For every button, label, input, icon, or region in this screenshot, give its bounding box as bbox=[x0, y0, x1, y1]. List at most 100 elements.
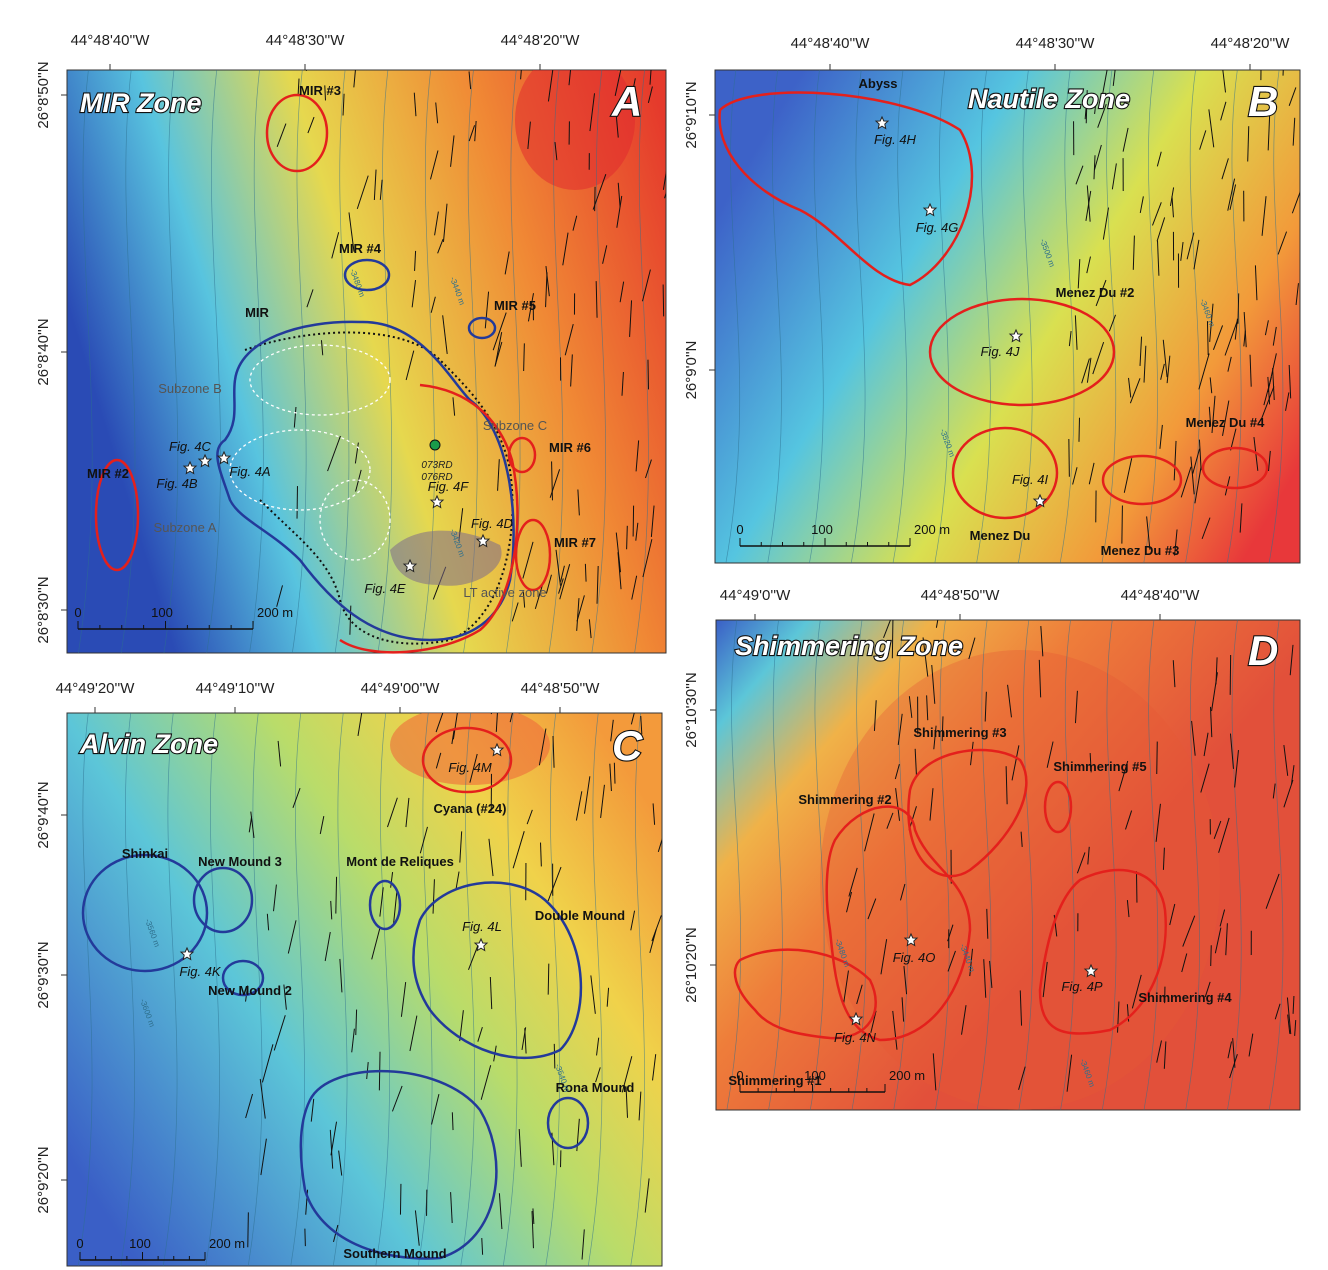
fault bbox=[663, 285, 664, 317]
latitude-label: 26°10'20''N bbox=[683, 927, 700, 1002]
latitude-label: 26°9'30''N bbox=[35, 941, 52, 1008]
note-label: Subzone B bbox=[158, 381, 222, 396]
feature-label: Menez Du #3 bbox=[1101, 543, 1180, 558]
feature-label: Shimmering #4 bbox=[1138, 990, 1232, 1005]
zone-title: MIR Zone bbox=[80, 88, 202, 118]
figure-label: Fig. 4O bbox=[893, 950, 936, 965]
feature-label: Cyana (#24) bbox=[434, 801, 507, 816]
latitude-label: 26°8'30''N bbox=[35, 576, 52, 643]
feature-label: Abyss bbox=[858, 76, 897, 91]
figure-label: Fig. 4C bbox=[169, 439, 212, 454]
fault bbox=[627, 526, 628, 549]
figure: MIR Zone A 44°48'40''W 44°48'30''W 44°48'20'… bbox=[0, 0, 1328, 1270]
scale-label: 100 bbox=[804, 1068, 826, 1083]
feature-label: Menez Du #2 bbox=[1056, 285, 1135, 300]
longitude-label: 44°49'20''W bbox=[56, 680, 136, 697]
figure-label: Fig. 4M bbox=[448, 760, 492, 775]
fault bbox=[452, 1112, 453, 1130]
latitude-label: 26°9'0''N bbox=[683, 341, 700, 400]
fault bbox=[1069, 439, 1070, 477]
scale-label: 100 bbox=[151, 605, 173, 620]
feature-label: Shimmering #2 bbox=[798, 792, 891, 807]
longitude-label: 44°48'50''W bbox=[921, 587, 1001, 604]
zone-title: Alvin Zone bbox=[79, 729, 218, 759]
latitude-label: 26°8'40''N bbox=[35, 318, 52, 385]
panel-letter: C bbox=[612, 722, 643, 769]
fault bbox=[1122, 506, 1123, 544]
latitude-label: 26°9'40''N bbox=[35, 781, 52, 848]
note-label: Subzone C bbox=[483, 418, 547, 433]
feature-label: MIR #3 bbox=[299, 83, 341, 98]
site-marker bbox=[430, 440, 440, 450]
figure-label: Fig. 4L bbox=[462, 919, 502, 934]
scale-label: 100 bbox=[811, 522, 833, 537]
scale-label: 200 m bbox=[914, 522, 950, 537]
figure-label: Fig. 4G bbox=[916, 220, 959, 235]
feature-label: Menez Du bbox=[970, 528, 1031, 543]
scale-label: 0 bbox=[736, 1068, 743, 1083]
scale-label: 200 m bbox=[209, 1236, 245, 1251]
fault bbox=[548, 964, 549, 995]
figure-label: Fig. 4K bbox=[179, 964, 222, 979]
longitude-label: 44°48'30''W bbox=[1016, 35, 1096, 52]
scale-label: 100 bbox=[129, 1236, 151, 1251]
fault bbox=[491, 690, 495, 715]
latitude-label: 26°8'50''N bbox=[35, 61, 52, 128]
fault bbox=[585, 564, 586, 582]
feature-label: Mont de Reliques bbox=[346, 854, 454, 869]
scale-label: 0 bbox=[76, 1236, 83, 1251]
figure-label: Fig. 4D bbox=[471, 516, 513, 531]
feature-label: MIR #5 bbox=[494, 298, 536, 313]
scale-label: 0 bbox=[74, 605, 81, 620]
figure-label: Fig. 4F bbox=[428, 479, 470, 494]
feature-label: Menez Du #4 bbox=[1186, 415, 1266, 430]
scale-label: 200 m bbox=[257, 605, 293, 620]
latitude-label: 26°9'20''N bbox=[35, 1146, 52, 1213]
note-label: 073RD bbox=[421, 460, 452, 471]
scale-label: 0 bbox=[736, 522, 743, 537]
longitude-label: 44°48'20''W bbox=[501, 32, 581, 49]
feature-label: MIR bbox=[245, 305, 269, 320]
panel-letter: B bbox=[1248, 78, 1278, 125]
figure-label: Fig. 4A bbox=[229, 464, 270, 479]
longitude-label: 44°48'50''W bbox=[521, 680, 601, 697]
figure-label: Fig. 4N bbox=[834, 1030, 877, 1045]
feature-label: Double Mound bbox=[535, 908, 625, 923]
longitude-label: 44°49'10''W bbox=[196, 680, 276, 697]
figure-label: Fig. 4E bbox=[364, 581, 406, 596]
figure-label: Fig. 4J bbox=[980, 344, 1020, 359]
feature-label: MIR #4 bbox=[339, 241, 382, 256]
longitude-label: 44°49'0''W bbox=[720, 587, 791, 604]
feature-label: MIR #7 bbox=[554, 535, 596, 550]
note-label: LT active zone bbox=[463, 585, 546, 600]
feature-label: Shimmering #3 bbox=[913, 725, 1006, 740]
latitude-label: 26°10'30''N bbox=[683, 672, 700, 747]
fault bbox=[1157, 742, 1158, 774]
panel-letter: A bbox=[611, 78, 642, 125]
scale-label: 200 m bbox=[889, 1068, 925, 1083]
zone-title: Nautile Zone bbox=[968, 84, 1130, 114]
fault bbox=[248, 1212, 249, 1247]
feature-label: MIR #6 bbox=[549, 440, 591, 455]
page: MIR Zone A 44°48'40''W 44°48'30''W 44°48'20'… bbox=[0, 0, 1328, 1270]
feature-label: MIR #2 bbox=[87, 466, 129, 481]
latitude-label: 26°9'10''N bbox=[683, 81, 700, 148]
figure-label: Fig. 4B bbox=[156, 476, 198, 491]
fault bbox=[1079, 418, 1080, 442]
figure-label: Fig. 4P bbox=[1061, 979, 1103, 994]
fault bbox=[648, 360, 649, 390]
figure-label: Fig. 4I bbox=[1012, 472, 1049, 487]
figure-label: Fig. 4H bbox=[874, 132, 917, 147]
longitude-label: 44°48'40''W bbox=[71, 32, 151, 49]
panel-letter: D bbox=[1248, 627, 1278, 674]
feature-label: New Mound 2 bbox=[208, 983, 292, 998]
longitude-label: 44°48'30''W bbox=[266, 32, 346, 49]
feature-label: Shinkai bbox=[122, 846, 168, 861]
panel-c-map bbox=[67, 713, 662, 1266]
feature-label: New Mound 3 bbox=[198, 854, 282, 869]
longitude-label: 44°48'40''W bbox=[1121, 587, 1201, 604]
note-label: Subzone A bbox=[154, 520, 217, 535]
longitude-label: 44°48'40''W bbox=[791, 35, 871, 52]
fault bbox=[1211, 945, 1212, 966]
zone-title: Shimmering Zone bbox=[735, 631, 963, 661]
